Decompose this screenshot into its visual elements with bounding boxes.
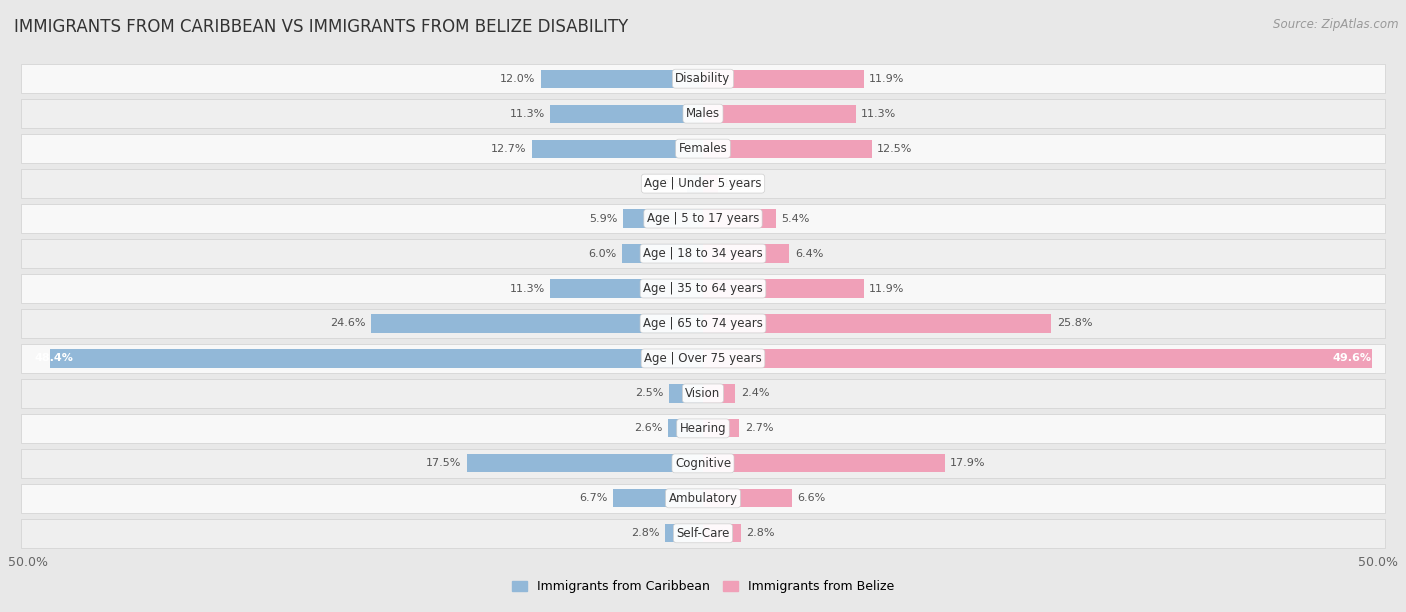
Bar	[551, 280, 703, 297]
Text: 49.6%: 49.6%	[1331, 354, 1371, 364]
Text: 11.3%: 11.3%	[510, 283, 546, 294]
Bar	[703, 489, 792, 507]
Bar	[21, 64, 1385, 93]
Bar	[703, 315, 1052, 332]
Text: Disability: Disability	[675, 72, 731, 85]
Bar	[551, 105, 703, 123]
Text: 12.7%: 12.7%	[491, 144, 526, 154]
Text: 2.4%: 2.4%	[741, 389, 769, 398]
Text: 6.6%: 6.6%	[797, 493, 825, 503]
Text: 2.6%: 2.6%	[634, 424, 662, 433]
Text: Age | 18 to 34 years: Age | 18 to 34 years	[643, 247, 763, 260]
Bar	[665, 524, 703, 542]
Bar	[21, 519, 1385, 548]
Text: Males: Males	[686, 107, 720, 120]
Text: IMMIGRANTS FROM CARIBBEAN VS IMMIGRANTS FROM BELIZE DISABILITY: IMMIGRANTS FROM CARIBBEAN VS IMMIGRANTS …	[14, 18, 628, 36]
Text: Age | 65 to 74 years: Age | 65 to 74 years	[643, 317, 763, 330]
Bar	[703, 70, 863, 88]
Legend: Immigrants from Caribbean, Immigrants from Belize: Immigrants from Caribbean, Immigrants fr…	[508, 575, 898, 599]
Text: 5.9%: 5.9%	[589, 214, 619, 223]
Bar	[371, 315, 703, 332]
Text: 1.1%: 1.1%	[723, 179, 751, 188]
Bar	[703, 524, 741, 542]
Text: 11.3%: 11.3%	[510, 109, 546, 119]
Text: Self-Care: Self-Care	[676, 527, 730, 540]
Text: 12.5%: 12.5%	[877, 144, 912, 154]
Bar	[21, 170, 1385, 198]
Text: 11.9%: 11.9%	[869, 73, 904, 84]
Text: Vision: Vision	[685, 387, 721, 400]
Text: 2.8%: 2.8%	[631, 528, 659, 539]
Bar	[21, 449, 1385, 478]
Bar	[541, 70, 703, 88]
Bar	[21, 309, 1385, 338]
Bar	[621, 244, 703, 263]
Bar	[21, 99, 1385, 128]
Bar	[613, 489, 703, 507]
Text: 17.5%: 17.5%	[426, 458, 461, 468]
Text: Age | 35 to 64 years: Age | 35 to 64 years	[643, 282, 763, 295]
Bar	[703, 419, 740, 438]
Bar	[703, 105, 855, 123]
Bar	[21, 484, 1385, 513]
Text: 11.9%: 11.9%	[869, 283, 904, 294]
Text: 5.4%: 5.4%	[782, 214, 810, 223]
Bar	[669, 384, 703, 403]
Bar	[21, 204, 1385, 233]
Bar	[49, 349, 703, 368]
Text: Source: ZipAtlas.com: Source: ZipAtlas.com	[1274, 18, 1399, 31]
Text: Ambulatory: Ambulatory	[668, 492, 738, 505]
Bar	[703, 384, 735, 403]
Text: Age | Under 5 years: Age | Under 5 years	[644, 177, 762, 190]
Text: 2.5%: 2.5%	[636, 389, 664, 398]
Bar	[703, 454, 945, 472]
Text: 2.8%: 2.8%	[747, 528, 775, 539]
Bar	[21, 239, 1385, 268]
Text: Age | Over 75 years: Age | Over 75 years	[644, 352, 762, 365]
Bar	[703, 209, 776, 228]
Bar	[21, 134, 1385, 163]
Text: 6.4%: 6.4%	[794, 248, 823, 258]
Text: 1.2%: 1.2%	[652, 179, 682, 188]
Text: 11.3%: 11.3%	[860, 109, 896, 119]
Text: 6.7%: 6.7%	[579, 493, 607, 503]
Bar	[703, 244, 789, 263]
Bar	[21, 379, 1385, 408]
Text: 2.7%: 2.7%	[745, 424, 773, 433]
Bar	[531, 140, 703, 158]
Bar	[467, 454, 703, 472]
Bar	[21, 274, 1385, 303]
Text: 25.8%: 25.8%	[1057, 318, 1092, 329]
Text: 17.9%: 17.9%	[950, 458, 986, 468]
Text: Cognitive: Cognitive	[675, 457, 731, 470]
Text: 24.6%: 24.6%	[330, 318, 366, 329]
Bar	[21, 344, 1385, 373]
Bar	[21, 414, 1385, 442]
Bar	[703, 349, 1372, 368]
Text: 12.0%: 12.0%	[501, 73, 536, 84]
Bar	[623, 209, 703, 228]
Text: 48.4%: 48.4%	[35, 354, 73, 364]
Bar	[703, 280, 863, 297]
Text: Females: Females	[679, 142, 727, 155]
Text: Hearing: Hearing	[679, 422, 727, 435]
Text: Age | 5 to 17 years: Age | 5 to 17 years	[647, 212, 759, 225]
Bar	[703, 140, 872, 158]
Bar	[703, 174, 718, 193]
Bar	[668, 419, 703, 438]
Bar	[686, 174, 703, 193]
Text: 6.0%: 6.0%	[588, 248, 617, 258]
